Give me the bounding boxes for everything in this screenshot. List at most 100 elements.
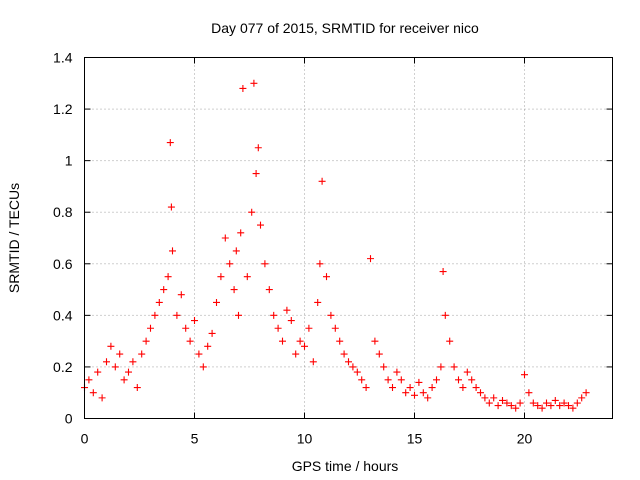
data-point: [560, 399, 568, 407]
data-point: [375, 350, 383, 358]
data-point: [499, 396, 506, 404]
data-point: [248, 208, 256, 216]
x-tick-label: 5: [191, 431, 199, 447]
data-point: [195, 350, 203, 358]
data-point: [107, 342, 115, 350]
data-point: [481, 394, 489, 402]
data-point: [305, 324, 313, 332]
data-point: [353, 368, 361, 376]
data-point: [239, 84, 247, 92]
x-axis-ticks: 0 5 10 15 20: [81, 57, 532, 447]
data-point: [226, 260, 234, 268]
data-point: [419, 389, 427, 397]
data-point: [463, 368, 471, 376]
data-point: [439, 268, 447, 276]
data-point: [569, 404, 577, 412]
data-point: [415, 378, 423, 386]
data-point: [186, 337, 194, 345]
data-point: [237, 229, 245, 237]
data-point: [551, 396, 559, 404]
x-tick-label: 15: [407, 431, 423, 447]
data-point: [336, 337, 344, 345]
data-point: [279, 337, 286, 345]
data-point: [199, 363, 207, 371]
data-point: [397, 376, 405, 384]
data-point: [103, 358, 110, 366]
data-point: [125, 368, 132, 376]
data-point: [120, 376, 128, 384]
x-tick-label: 0: [81, 431, 89, 447]
data-point: [340, 350, 348, 358]
x-axis-label: GPS time / hours: [292, 458, 399, 474]
data-point: [89, 389, 97, 397]
y-axis-label: SRMTID / TECUs: [6, 183, 22, 293]
data-point: [331, 324, 339, 332]
data-point: [402, 389, 410, 397]
y-axis-ticks: 0 0.2 0.4 0.6 0.8 1 1.2 1.4: [53, 50, 613, 427]
data-point: [424, 394, 432, 402]
data-point: [129, 358, 137, 366]
data-point: [494, 402, 502, 410]
data-point: [292, 350, 300, 358]
data-point: [362, 384, 370, 392]
data-point: [155, 298, 163, 306]
data-point: [301, 342, 308, 350]
data-point: [265, 286, 273, 294]
y-tick-label: 1: [65, 153, 73, 169]
data-point: [389, 384, 396, 392]
data-point: [490, 394, 498, 402]
data-point: [367, 255, 374, 263]
data-point: [446, 337, 454, 345]
data-point: [529, 399, 537, 407]
data-point: [287, 317, 295, 325]
data-point: [573, 399, 581, 407]
data-point: [393, 368, 401, 376]
data-point: [250, 79, 258, 87]
data-point: [327, 311, 335, 319]
y-tick-label: 0.2: [53, 359, 73, 375]
data-point: [208, 329, 216, 337]
data-point: [213, 298, 220, 306]
data-point: [503, 399, 511, 407]
data-point: [371, 337, 379, 345]
data-point: [472, 384, 480, 392]
data-point: [169, 247, 176, 255]
data-point: [252, 170, 260, 178]
data-point: [433, 376, 440, 384]
data-point: [243, 273, 251, 281]
data-point: [512, 404, 520, 412]
data-point: [232, 247, 240, 255]
data-point: [98, 394, 106, 402]
data-point: [477, 389, 484, 397]
data-point: [173, 311, 181, 319]
data-point: [437, 363, 445, 371]
data-point: [164, 273, 172, 281]
data-point: [525, 389, 533, 397]
data-point: [547, 402, 555, 410]
data-point: [147, 324, 154, 332]
y-tick-label: 0: [65, 411, 73, 427]
chart-title: Day 077 of 2015, SRMTID for receiver nic…: [211, 20, 479, 36]
data-point: [543, 399, 550, 407]
data-point: [257, 221, 264, 229]
data-point: [358, 376, 366, 384]
plot-frame: [84, 57, 613, 419]
data-point: [111, 363, 119, 371]
y-tick-label: 0.6: [53, 256, 73, 272]
data-point: [534, 402, 542, 410]
y-tick-label: 0.4: [53, 307, 73, 323]
data-point: [138, 350, 146, 358]
data-point: [521, 371, 528, 379]
data-point: [459, 384, 467, 392]
data-point: [582, 389, 590, 397]
y-tick-label: 1.2: [53, 101, 73, 117]
data-point: [406, 384, 414, 392]
data-point: [441, 311, 449, 319]
data-point: [309, 358, 317, 366]
data-point: [270, 311, 278, 319]
data-point: [450, 363, 458, 371]
data-point: [217, 273, 225, 281]
data-point: [133, 384, 141, 392]
data-point: [85, 376, 93, 384]
data-point: [316, 260, 324, 268]
